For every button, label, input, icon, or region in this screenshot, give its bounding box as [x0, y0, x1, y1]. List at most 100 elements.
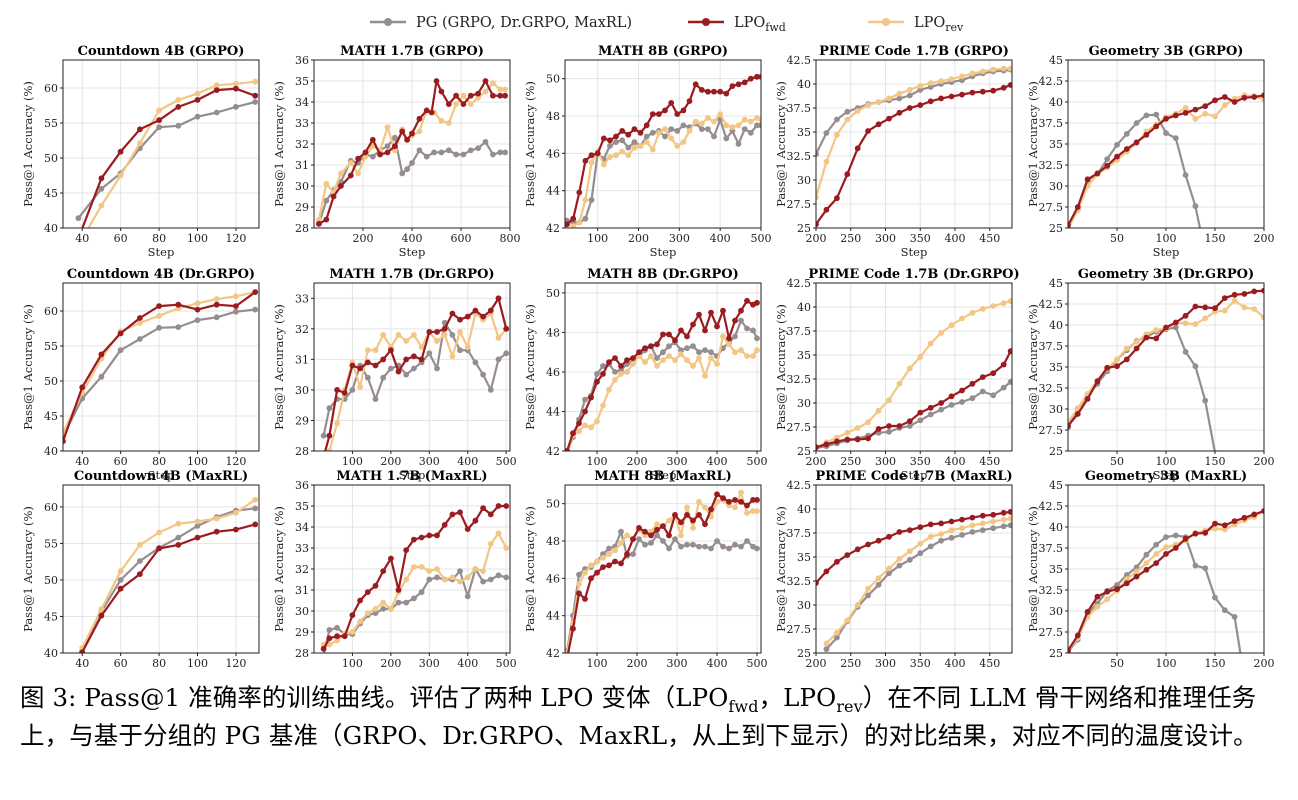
data-point-lpofwd	[416, 115, 423, 122]
x-tick-label: 60	[114, 232, 128, 245]
data-point-lpofwd	[1007, 82, 1012, 88]
data-point-lpofwd	[503, 325, 510, 332]
y-tick-label: 42.5	[1039, 75, 1064, 88]
data-point-pg	[423, 153, 430, 160]
data-point-lporev	[649, 146, 656, 153]
chart-panel: 28 29 30 31 32 33 34 35 36 100 200 300 400 500 MATH 1.…	[272, 469, 517, 670]
data-point-lpofwd	[482, 78, 489, 84]
data-point-pg	[906, 557, 913, 563]
data-point-lporev	[137, 542, 143, 548]
data-point-lporev	[364, 347, 371, 354]
x-tick-label: 40	[75, 232, 89, 245]
y-tick-label: 25	[1049, 445, 1063, 458]
data-point-lpofwd	[959, 387, 965, 394]
data-point-lpofwd	[674, 111, 681, 117]
y-tick-label: 50	[44, 375, 58, 388]
data-point-pg	[497, 149, 504, 156]
data-point-lpofwd	[1104, 162, 1111, 169]
data-point-lporev	[434, 566, 440, 572]
data-point-pg	[480, 371, 486, 378]
data-point-lpofwd	[696, 311, 702, 318]
data-point-lporev	[637, 143, 644, 149]
data-point-pg	[1123, 572, 1130, 578]
chart-panel: 25 27.5 30 32.5 35 37.5 40 42.5 45 50 100 150 200 Geo…	[1026, 267, 1275, 513]
y-tick-label: 27.5	[1039, 626, 1064, 639]
data-point-lpofwd	[395, 587, 402, 593]
data-point-lporev	[1104, 596, 1111, 603]
data-point-lporev	[316, 216, 322, 223]
data-point-lpofwd	[1251, 288, 1258, 295]
data-point-lpofwd	[1221, 295, 1228, 301]
chart-panel: 40 45 50 55 60 40 60 80 100 120 Countdown 4B (Dr.G…	[21, 267, 260, 482]
data-point-lpofwd	[495, 295, 502, 302]
data-point-lpofwd	[938, 520, 944, 527]
data-point-lpofwd	[213, 87, 220, 93]
data-point-lporev	[1094, 603, 1101, 610]
data-point-lporev	[411, 332, 417, 338]
data-point-lpofwd	[1241, 514, 1248, 521]
data-point-pg	[917, 550, 924, 557]
data-point-lporev	[927, 340, 934, 347]
data-point-lporev	[600, 554, 606, 561]
y-tick-label: 25	[797, 647, 811, 660]
data-point-pg	[690, 343, 696, 350]
data-point-lporev	[612, 376, 618, 383]
data-point-lpofwd	[750, 497, 756, 503]
data-point-pg	[816, 151, 819, 157]
data-point-pg	[403, 371, 410, 378]
data-point-lpofwd	[384, 149, 391, 156]
y-tick-label: 35	[1049, 563, 1063, 576]
data-point-lpofwd	[1000, 361, 1007, 368]
data-point-lporev	[612, 547, 618, 554]
plot-frame	[62, 282, 260, 452]
data-point-lpofwd	[624, 357, 630, 363]
data-point-pg	[233, 104, 239, 110]
y-tick-label: 29	[295, 626, 309, 639]
data-point-lpofwd	[906, 105, 913, 111]
data-point-lpofwd	[502, 92, 508, 99]
data-point-pg	[754, 545, 760, 552]
data-point-lporev	[1153, 327, 1160, 333]
data-point-lporev	[692, 118, 699, 125]
data-point-lpofwd	[1212, 520, 1218, 527]
data-point-lporev	[735, 122, 742, 129]
data-point-lpofwd	[927, 98, 934, 105]
data-point-lporev	[927, 80, 934, 86]
data-point-lpofwd	[1094, 378, 1101, 385]
data-point-pg	[503, 574, 510, 581]
legend-marker	[384, 18, 392, 26]
chart-title: MATH 1.7B (GRPO)	[340, 44, 484, 59]
data-point-lpofwd	[137, 126, 143, 133]
y-tick-label: 35	[797, 126, 811, 139]
data-point-lpofwd	[708, 506, 714, 513]
x-tick-label: 300	[667, 455, 688, 468]
data-point-lporev	[194, 90, 201, 97]
data-point-lpofwd	[475, 90, 481, 97]
data-point-lporev	[714, 361, 720, 367]
data-point-lporev	[613, 152, 619, 159]
plot-frame	[564, 59, 762, 229]
y-tick-label: 40	[44, 445, 58, 458]
chart-title: Countdown 4B (Dr.GRPO)	[67, 267, 255, 282]
x-axis-label: Step	[650, 468, 677, 482]
data-point-lporev	[990, 66, 997, 73]
data-point-lpofwd	[896, 529, 903, 535]
data-point-pg	[502, 149, 508, 156]
data-point-pg	[1222, 507, 1228, 513]
data-point-lpofwd	[433, 78, 440, 84]
data-point-lporev	[917, 83, 924, 89]
data-point-lporev	[380, 332, 387, 338]
x-tick-label: 100	[342, 455, 363, 468]
data-point-lporev	[362, 153, 369, 160]
data-point-lpofwd	[334, 633, 340, 640]
x-tick-label: 50	[1110, 455, 1124, 468]
data-point-pg	[1192, 363, 1199, 370]
data-point-pg	[372, 610, 379, 616]
y-tick-label: 46	[546, 366, 560, 379]
data-point-lpofwd	[823, 568, 830, 575]
data-point-pg	[403, 599, 410, 606]
data-point-lpofwd	[720, 307, 726, 314]
chart-panel: 42 44 46 48 50 100 200 300 400 500 MATH 8B (Dr.GRP…	[523, 267, 768, 482]
data-point-lporev	[564, 452, 570, 458]
x-axis-label: Step	[901, 245, 928, 259]
